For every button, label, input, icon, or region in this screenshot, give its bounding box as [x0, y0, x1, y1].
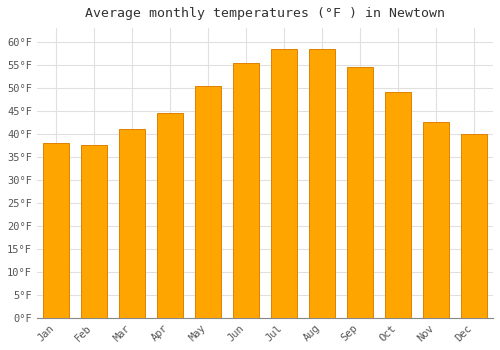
Bar	[270, 49, 297, 318]
Bar	[422, 122, 450, 318]
Bar	[156, 113, 183, 318]
Bar	[118, 129, 145, 318]
Bar	[384, 92, 411, 318]
Bar	[346, 67, 374, 318]
Bar	[42, 143, 69, 318]
Bar	[232, 63, 259, 318]
Bar	[194, 85, 221, 318]
Bar	[308, 49, 336, 318]
Title: Average monthly temperatures (°F ) in Newtown: Average monthly temperatures (°F ) in Ne…	[85, 7, 445, 20]
Bar	[80, 145, 107, 318]
Bar	[460, 134, 487, 318]
